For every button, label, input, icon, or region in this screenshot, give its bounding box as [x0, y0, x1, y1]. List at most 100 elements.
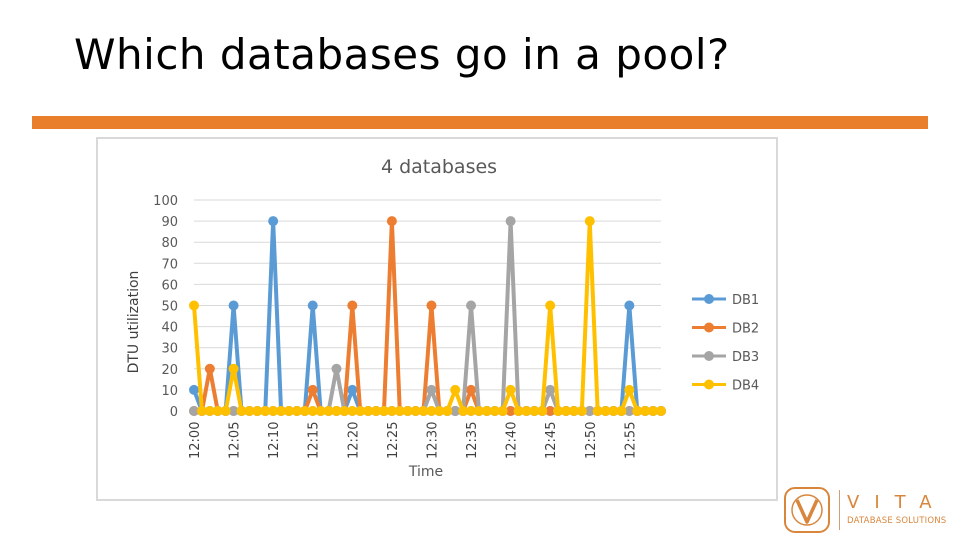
y-tick-label: 10: [161, 384, 178, 399]
data-point-db4: [458, 406, 469, 416]
legend-label: DB2: [732, 322, 759, 337]
data-point-db4: [394, 406, 405, 416]
x-tick-label: 12:10: [267, 422, 282, 459]
data-point-db4: [513, 406, 524, 416]
y-tick-label: 40: [161, 321, 178, 336]
data-point-db3: [228, 406, 239, 416]
data-point-db4: [355, 406, 366, 416]
x-axis-ticks: 12:00 12:05 12:10 12:15 12:20 12:25 12:30 12:35…: [188, 422, 638, 459]
logo-separator: [839, 490, 840, 530]
x-tick-label: 12:00: [188, 422, 203, 459]
legend-item-db1: DB1: [692, 293, 759, 308]
data-point-db2: [204, 363, 215, 374]
data-point-db1: [307, 300, 318, 311]
slide-title: Which databases go in a pool?: [74, 30, 730, 79]
chart-title: 4 databases: [381, 156, 497, 178]
data-point-db4: [331, 406, 342, 416]
line-chart: 4 databases 0 10 20 30 40 50 60 70 80 90 100 12:00…: [126, 156, 759, 480]
legend: DB1 DB2 DB3 DB4: [692, 293, 759, 394]
data-point-db4: [204, 406, 215, 416]
data-point-db1: [268, 216, 279, 227]
accent-bar: [32, 116, 928, 129]
series-lines: [189, 216, 666, 416]
data-point-db3: [624, 406, 635, 416]
data-point-db3: [189, 406, 199, 416]
data-point-db4: [624, 384, 635, 395]
data-point-db4: [442, 406, 453, 416]
data-point-db4: [252, 406, 263, 416]
data-point-db1: [189, 384, 199, 395]
data-point-db4: [648, 406, 659, 416]
data-point-db4: [521, 406, 532, 416]
data-point-db4: [339, 406, 350, 416]
data-point-db4: [568, 406, 579, 416]
data-point-db4: [434, 406, 445, 416]
y-tick-label: 30: [161, 342, 178, 357]
legend-swatch-marker: [704, 379, 714, 390]
legend-label: DB1: [732, 293, 759, 308]
legend-label: DB4: [732, 379, 759, 394]
data-point-db2: [386, 216, 397, 227]
logo-subtitle: DATABASE SOLUTIONS: [847, 516, 947, 526]
x-tick-label: 12:05: [228, 422, 243, 459]
y-axis-ticks: 0 10 20 30 40 50 60 70 80 90 100: [153, 194, 178, 420]
data-point-db1: [228, 300, 239, 311]
y-tick-label: 90: [161, 215, 178, 230]
data-point-db4: [505, 384, 516, 395]
data-point-db4: [561, 406, 572, 416]
data-point-db4: [473, 406, 484, 416]
data-point-db4: [537, 406, 548, 416]
data-point-db4: [576, 406, 587, 416]
y-tick-label: 60: [161, 278, 178, 293]
data-point-db1: [624, 300, 635, 311]
data-point-db3: [331, 363, 342, 374]
x-tick-label: 12:15: [307, 422, 322, 459]
data-point-db4: [307, 406, 318, 416]
data-point-db4: [276, 406, 287, 416]
data-point-db4: [268, 406, 279, 416]
data-point-db4: [402, 406, 413, 416]
chart-frame: 4 databases 0 10 20 30 40 50 60 70 80 90 100 12:00…: [96, 137, 778, 501]
x-tick-label: 12:50: [584, 422, 599, 459]
y-tick-label: 100: [153, 194, 178, 209]
legend-swatch-marker: [704, 351, 714, 361]
data-point-db4: [656, 406, 666, 416]
data-point-db4: [371, 406, 382, 416]
legend-item-db4: DB4: [692, 379, 759, 394]
data-point-db3: [584, 406, 595, 416]
data-point-db4: [386, 406, 397, 416]
data-point-db4: [315, 406, 326, 416]
data-point-db2: [347, 300, 358, 311]
data-point-db4: [291, 406, 302, 416]
data-point-db4: [489, 406, 500, 416]
data-point-db4: [426, 406, 437, 416]
y-tick-label: 70: [161, 257, 178, 272]
data-point-db4: [260, 406, 271, 416]
data-point-db4: [640, 406, 651, 416]
company-logo: VITA DATABASE SOLUTIONS: [783, 486, 948, 534]
data-point-db4: [236, 406, 247, 416]
series-db4: [189, 216, 666, 416]
data-point-db4: [189, 300, 199, 311]
data-point-db4: [545, 300, 556, 311]
x-tick-label: 12:45: [544, 422, 559, 459]
data-point-db4: [244, 406, 255, 416]
data-point-db4: [410, 406, 421, 416]
x-tick-label: 12:30: [425, 422, 440, 459]
data-point-db4: [323, 406, 334, 416]
data-point-db4: [632, 406, 643, 416]
data-point-db1: [347, 384, 358, 395]
data-point-db4: [347, 406, 358, 416]
x-tick-label: 12:20: [346, 422, 361, 459]
logo-name: VITA: [847, 492, 947, 513]
legend-item-db2: DB2: [692, 322, 759, 337]
data-point-db4: [212, 406, 223, 416]
data-point-db4: [283, 406, 294, 416]
data-point-db4: [466, 406, 477, 416]
y-tick-label: 80: [161, 236, 178, 251]
data-point-db4: [529, 406, 540, 416]
legend-swatch-marker: [704, 322, 714, 333]
data-point-db4: [418, 406, 429, 416]
data-point-db3: [466, 300, 477, 311]
x-tick-label: 12:40: [505, 422, 520, 459]
